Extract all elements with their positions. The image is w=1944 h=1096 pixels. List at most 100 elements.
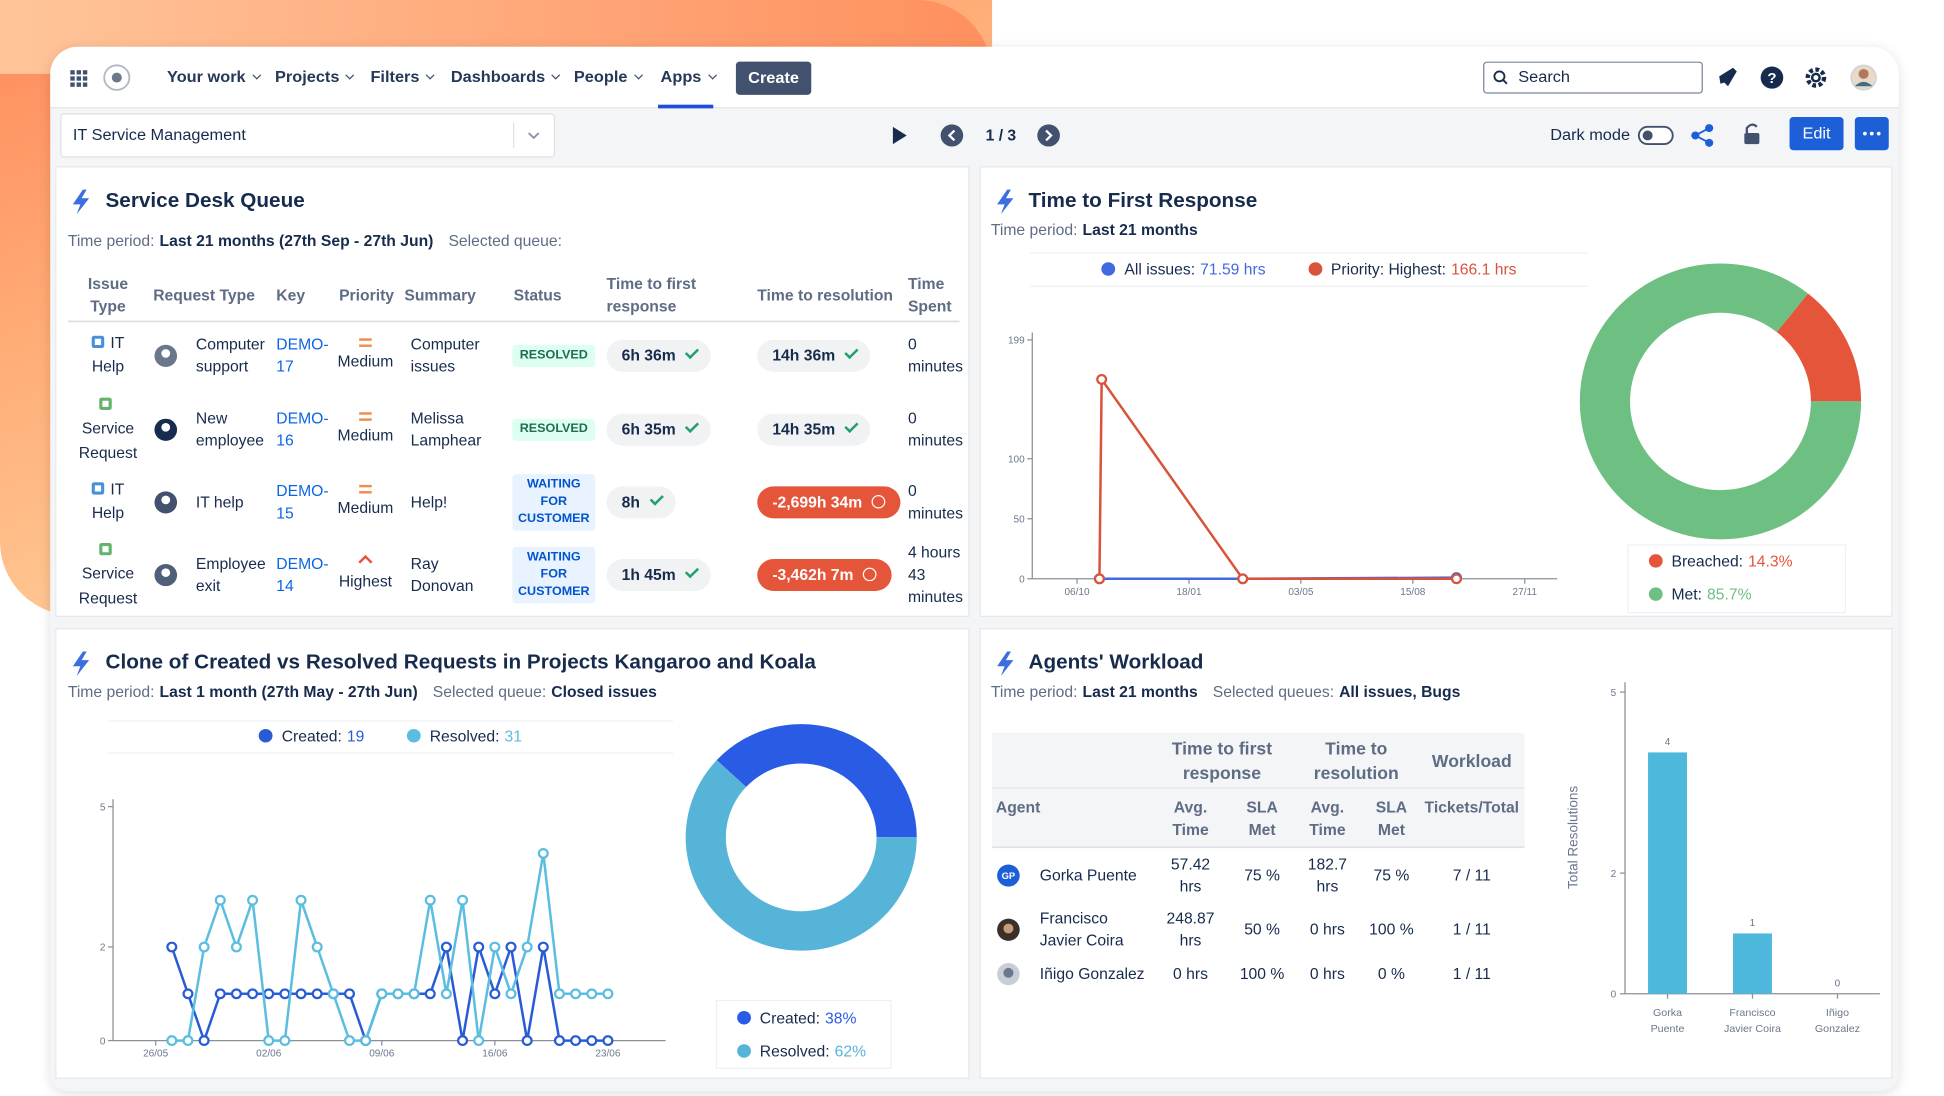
nav-item[interactable]: Your work: [167, 66, 261, 89]
nav-chevron: [251, 70, 261, 80]
nav-item[interactable]: Projects: [275, 66, 355, 89]
play-button[interactable]: [892, 126, 907, 145]
sla-pill: -3,462h 7m: [757, 559, 892, 592]
y-tick-label: 2: [100, 943, 106, 954]
data-point: [311, 941, 323, 953]
nav-item[interactable]: People: [574, 66, 643, 89]
legend-value: 38%: [825, 1009, 857, 1027]
donut-segment: [1579, 263, 1862, 540]
agents-header-bg: [992, 732, 1525, 848]
donut-segment: [685, 760, 917, 951]
request-type: IT help: [195, 493, 244, 511]
data-point: [602, 988, 614, 1000]
legend: Created: 19 Resolved: 31: [108, 725, 673, 747]
app-grid-icon[interactable]: [70, 70, 88, 87]
panel: [979, 628, 1893, 1079]
lock-icon: [1745, 123, 1758, 133]
data-point: [505, 941, 517, 953]
legend-item: Priority: Highest: 166.1 hrs: [1308, 259, 1517, 281]
summary: Ray Donovan: [410, 555, 474, 595]
gadget-icon: [72, 189, 90, 215]
sla-check: [649, 491, 664, 506]
issue-type-cell: Service Request: [74, 394, 142, 466]
legend-label: Resolved:: [759, 1042, 830, 1061]
agent-avatar-face: [1003, 967, 1014, 978]
sla-check: [684, 345, 700, 360]
summary: Melissa Lamphear: [410, 409, 482, 450]
period-value: Last 1 month (27th May - 27th Jun): [159, 683, 418, 701]
legend: All issues: 71.59 hrs Priority: Highest: 16…: [1030, 259, 1589, 281]
y-tick-label: 199: [1008, 336, 1025, 347]
nav-chevron: [345, 70, 355, 80]
settings-icon: [1810, 72, 1821, 83]
dashboard-name: IT Service Management: [72, 125, 246, 144]
nav-chevron: [633, 70, 643, 80]
agent-avatar-face: [1003, 923, 1014, 934]
data-point: [553, 988, 565, 1000]
share-icon[interactable]: [1691, 124, 1714, 147]
y-tick-label: 0: [1019, 575, 1025, 586]
nav-item[interactable]: Dashboards: [451, 66, 561, 89]
create-button[interactable]: [735, 61, 812, 95]
donut-segment: [716, 724, 917, 838]
priority: Medium: [337, 427, 394, 445]
legend-item: Breached: 14.3%: [1648, 550, 1793, 572]
queue-label: Selected queue:: [448, 232, 562, 250]
x-tick-label: 06/10: [1064, 587, 1090, 598]
legend-swatch: [737, 1010, 751, 1025]
column-header: Issue Type: [87, 275, 129, 316]
settings-icon[interactable]: [1805, 67, 1827, 88]
issue-key[interactable]: DEMO-14: [276, 555, 329, 595]
legend-label: Resolved:: [429, 727, 500, 745]
group-header: Time to resolution: [1313, 738, 1399, 784]
notifications-icon[interactable]: [1719, 67, 1737, 87]
select-chevron: [528, 132, 540, 140]
dashboard-select[interactable]: [60, 113, 556, 158]
y-tick-label: 5: [100, 802, 106, 813]
panel-title: Clone of Created vs Resolved Requests in…: [105, 651, 816, 674]
status-badge: RESOLVED: [512, 344, 596, 367]
issue-key[interactable]: DEMO-16: [276, 409, 329, 450]
request-type: Employee exit: [195, 555, 266, 595]
next-page[interactable]: [1037, 124, 1060, 147]
legend-item: All issues: 71.59 hrs: [1101, 259, 1266, 281]
issue-key[interactable]: DEMO-15: [276, 482, 329, 523]
help-icon-glyph: ?: [1767, 70, 1776, 87]
x-tick-label: Francisco Javier Coira: [1723, 1006, 1781, 1035]
period-value: Last 21 months: [1082, 683, 1198, 701]
next-page: [1045, 129, 1053, 142]
nav-chevron: [707, 70, 717, 80]
status-badge: RESOLVED: [512, 418, 596, 441]
legend-item: Resolved: 31: [407, 725, 522, 747]
issue-key[interactable]: DEMO-17: [276, 336, 329, 376]
nav-active-underline: [658, 104, 714, 109]
table-cell: 182.7 hrs: [1307, 855, 1348, 896]
time-spent: 0 minutes: [907, 409, 963, 450]
data-point: [473, 941, 485, 953]
dark-mode-label: Dark mode: [1550, 125, 1631, 144]
period-label: Time period:: [67, 232, 155, 250]
help-icon[interactable]: [1760, 66, 1784, 89]
lock-icon[interactable]: [1744, 132, 1760, 145]
priority: Medium: [337, 499, 394, 517]
column-header: Request Type: [153, 286, 255, 305]
logo-mark: [111, 72, 122, 83]
legend-swatch: [737, 1044, 751, 1058]
legend-box: [715, 999, 892, 1069]
nav-item[interactable]: Apps: [661, 66, 717, 89]
nav-item[interactable]: Filters: [370, 66, 435, 89]
search-icon: [1493, 70, 1506, 83]
legend-value: 14.3%: [1748, 552, 1793, 571]
sla-check: [684, 419, 700, 433]
legend-swatch: [1308, 262, 1323, 276]
data-point: [343, 988, 356, 1000]
legend-label: Created:: [759, 1009, 820, 1027]
panel: [55, 628, 970, 1079]
edit-button[interactable]: [1789, 116, 1844, 151]
previous-page[interactable]: [940, 124, 964, 147]
legend-item: Met: 85.7%: [1648, 584, 1752, 606]
table-cell: Francisco Javier Coira: [1039, 909, 1124, 950]
search-box[interactable]: [1483, 61, 1703, 94]
priority-cell: Medium: [330, 338, 400, 373]
data-point: [230, 941, 242, 953]
